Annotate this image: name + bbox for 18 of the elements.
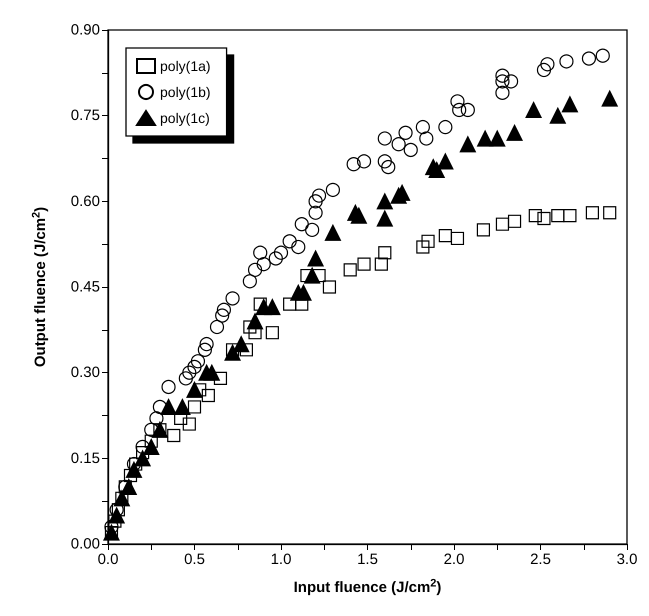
- y-tick-label: 0.45: [70, 278, 100, 296]
- x-tick-label: 1.5: [357, 551, 378, 568]
- x-tick-label: 0.0: [98, 551, 118, 568]
- y-tick-label: 0.15: [70, 450, 100, 467]
- y-tick-label: 0.75: [70, 107, 100, 124]
- y-tick-label: 0.30: [70, 364, 100, 382]
- x-tick-label: 3.0: [616, 551, 638, 568]
- legend-label: poly(1c): [160, 110, 210, 126]
- y-tick-label: 0.60: [70, 192, 100, 210]
- x-tick-label: 0.5: [184, 551, 205, 568]
- x-tick-label: 2.0: [444, 551, 464, 568]
- y-tick-label: 0.00: [70, 536, 100, 552]
- legend-label: poly(1a): [160, 58, 211, 74]
- y-axis-title: Output fluence (J/cm2): [30, 206, 49, 368]
- x-tick-label: 2.5: [530, 551, 551, 568]
- y-tick-label: 0.90: [70, 22, 100, 38]
- legend-label: poly(1b): [160, 84, 211, 100]
- x-tick-label: 1.0: [270, 551, 292, 568]
